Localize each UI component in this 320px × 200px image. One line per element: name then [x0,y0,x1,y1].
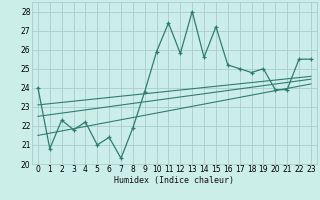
X-axis label: Humidex (Indice chaleur): Humidex (Indice chaleur) [115,176,234,185]
